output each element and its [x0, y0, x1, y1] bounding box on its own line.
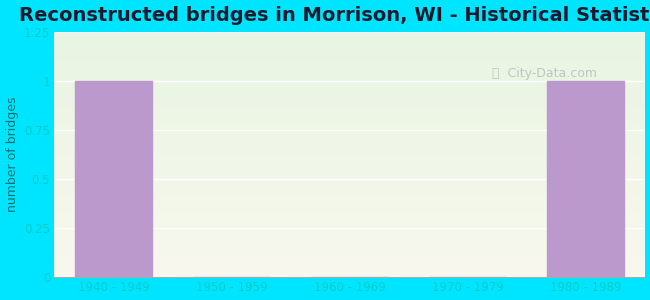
Bar	[75, 81, 151, 277]
Bar	[547, 81, 624, 277]
Text: Ⓞ  City-Data.com: Ⓞ City-Data.com	[491, 67, 597, 80]
Y-axis label: number of bridges: number of bridges	[6, 97, 19, 212]
Title: Reconstructed bridges in Morrison, WI - Historical Statistics: Reconstructed bridges in Morrison, WI - …	[20, 6, 650, 25]
